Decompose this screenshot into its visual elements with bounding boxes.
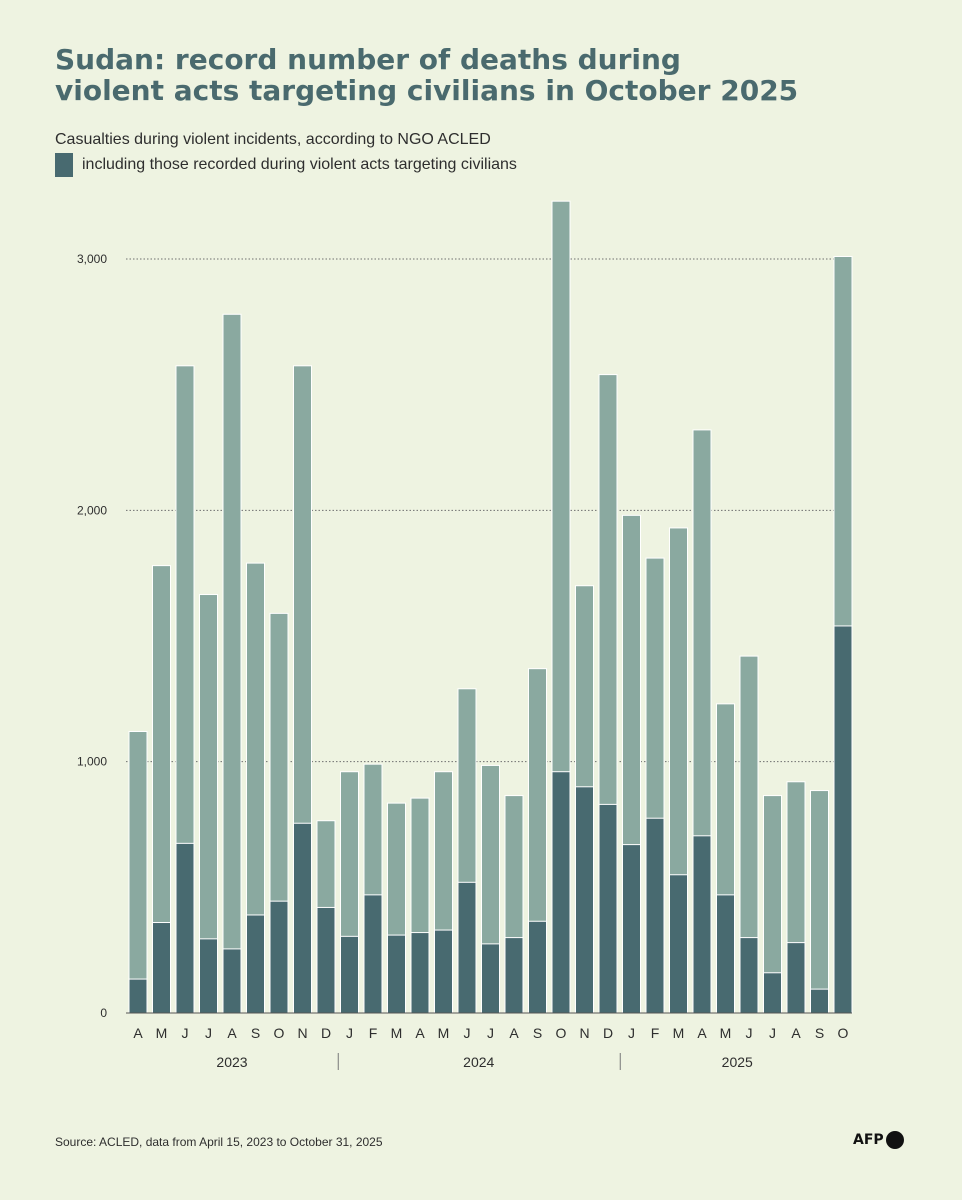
y-tick-label: 2,000 xyxy=(77,503,107,517)
year-label: 2023 xyxy=(216,1054,247,1070)
x-tick-label: M xyxy=(673,1025,685,1041)
year-label: 2024 xyxy=(463,1054,494,1070)
x-tick-label: O xyxy=(838,1025,849,1041)
y-tick-label: 0 xyxy=(100,1006,107,1020)
x-tick-label: A xyxy=(415,1025,425,1041)
bar-civilians xyxy=(293,822,312,1014)
x-tick-label: M xyxy=(156,1025,168,1041)
x-tick-label: J xyxy=(487,1025,494,1041)
bar-civilians xyxy=(387,934,406,1014)
bar-civilians xyxy=(692,835,712,1014)
x-tick-label: A xyxy=(697,1025,707,1041)
bar-civilians xyxy=(575,786,594,1014)
x-tick-label: N xyxy=(297,1025,307,1041)
x-tick-label: M xyxy=(391,1025,403,1041)
bar-civilians xyxy=(739,937,759,1014)
chart-title: Sudan: record number of deaths during vi… xyxy=(55,44,915,106)
bar-civilians xyxy=(528,920,547,1014)
x-tick-label: O xyxy=(274,1025,285,1041)
bar-civilians xyxy=(645,817,665,1014)
x-tick-label: F xyxy=(369,1025,378,1041)
bar-civilians xyxy=(669,874,688,1014)
bar-total xyxy=(128,731,148,1014)
x-tick-label: S xyxy=(251,1025,260,1041)
bar-civilians xyxy=(786,942,806,1014)
x-tick-label: J xyxy=(769,1025,776,1041)
bar-civilians xyxy=(598,803,618,1014)
x-tick-label: J xyxy=(628,1025,635,1041)
bar-civilians xyxy=(363,894,383,1014)
bar-civilians xyxy=(340,935,359,1014)
bar-civilians xyxy=(457,881,477,1014)
bar-total xyxy=(810,790,829,1014)
x-tick-label: S xyxy=(815,1025,824,1041)
bar-civilians xyxy=(269,900,289,1014)
bar-civilians xyxy=(246,914,265,1014)
bar-civilians xyxy=(152,922,171,1014)
bar-civilians xyxy=(199,938,218,1014)
bar-civilians xyxy=(316,906,336,1014)
y-tick-label: 3,000 xyxy=(77,252,107,266)
x-tick-label: J xyxy=(205,1025,212,1041)
x-tick-label: S xyxy=(533,1025,542,1041)
x-tick-label: D xyxy=(603,1025,613,1041)
x-tick-label: A xyxy=(791,1025,801,1041)
x-tick-label: J xyxy=(182,1025,189,1041)
bar-civilians xyxy=(222,948,242,1014)
x-tick-label: F xyxy=(651,1025,660,1041)
bar-civilians xyxy=(128,978,148,1014)
y-tick-label: 1,000 xyxy=(77,755,107,769)
bar-total xyxy=(222,313,242,1014)
legend-swatch-civilians xyxy=(55,153,73,177)
year-label: 2025 xyxy=(722,1054,753,1070)
x-tick-label: A xyxy=(227,1025,237,1041)
legend: including those recorded during violent … xyxy=(55,153,517,177)
x-tick-label: M xyxy=(720,1025,732,1041)
x-tick-label: J xyxy=(464,1025,471,1041)
chart-subtitle: Casualties during violent incidents, acc… xyxy=(55,131,491,148)
bar-civilians xyxy=(716,894,735,1014)
bar-civilians xyxy=(622,844,641,1014)
x-tick-label: M xyxy=(438,1025,450,1041)
title-line-2: violent acts targeting civilians in Octo… xyxy=(55,74,799,107)
bar-civilians xyxy=(833,625,853,1014)
x-tick-label: O xyxy=(556,1025,567,1041)
bar-civilians xyxy=(410,932,430,1014)
afp-logo-text: AFP xyxy=(853,1132,884,1148)
x-tick-label: J xyxy=(346,1025,353,1041)
legend-label-civilians: including those recorded during violent … xyxy=(82,156,517,173)
bar-civilians xyxy=(810,988,829,1014)
afp-logo-dot xyxy=(885,1131,904,1149)
source-note: Source: ACLED, data from April 15, 2023 … xyxy=(55,1135,383,1149)
bar-civilians xyxy=(434,929,453,1014)
x-tick-label: A xyxy=(133,1025,143,1041)
bar-civilians xyxy=(481,943,500,1014)
x-tick-label: D xyxy=(321,1025,331,1041)
bar-civilians xyxy=(175,842,195,1014)
x-tick-label: N xyxy=(579,1025,589,1041)
x-tick-label: J xyxy=(746,1025,753,1041)
bar-civilians xyxy=(504,937,524,1014)
bar-civilians xyxy=(763,972,782,1014)
afp-logo: AFP xyxy=(853,1129,904,1151)
bar-civilians xyxy=(551,771,571,1014)
x-tick-label: A xyxy=(509,1025,519,1041)
title-line-1: Sudan: record number of deaths during xyxy=(55,43,681,76)
